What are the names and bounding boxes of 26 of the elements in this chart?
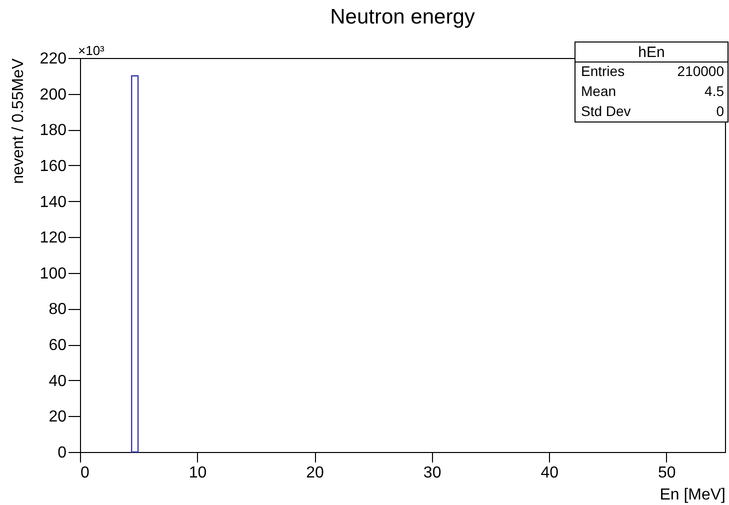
x-tick-label: 0: [80, 464, 90, 482]
annotation: hEn: [638, 44, 665, 61]
y-tick-label: 120: [40, 230, 67, 247]
text: Std Dev 0: [581, 103, 724, 119]
y-tick-label: 100: [40, 265, 67, 282]
x-tick-label: 10: [188, 464, 207, 482]
y-tick-label: 140: [40, 194, 67, 211]
y-tick-label: 80: [48, 301, 67, 318]
y-tick-label: 180: [40, 122, 67, 140]
y-axis-title: nevent / 0.55MeV: [10, 58, 27, 184]
x-tick-label: 20: [306, 464, 324, 482]
y-tick-label: 0: [58, 444, 67, 462]
y-tick-label: 40: [48, 372, 67, 390]
y-tick-label: 200: [40, 86, 67, 104]
y-tick-label: 60: [48, 337, 67, 354]
text: ×10³: [78, 43, 106, 58]
chart-title: Neutron energy: [330, 6, 476, 28]
x-tick-label: 30: [423, 464, 442, 482]
text: Entries 210000: [581, 63, 724, 79]
x-tick-label: 40: [540, 464, 559, 482]
y-tick-label: 160: [40, 158, 67, 175]
x-tick-label: 50: [658, 464, 676, 482]
text: Mean 4.5: [581, 83, 724, 99]
y-tick-label: 20: [48, 408, 67, 426]
y-tick-label: 220: [40, 50, 67, 68]
x-axis-title: En [MeV]: [660, 486, 726, 504]
